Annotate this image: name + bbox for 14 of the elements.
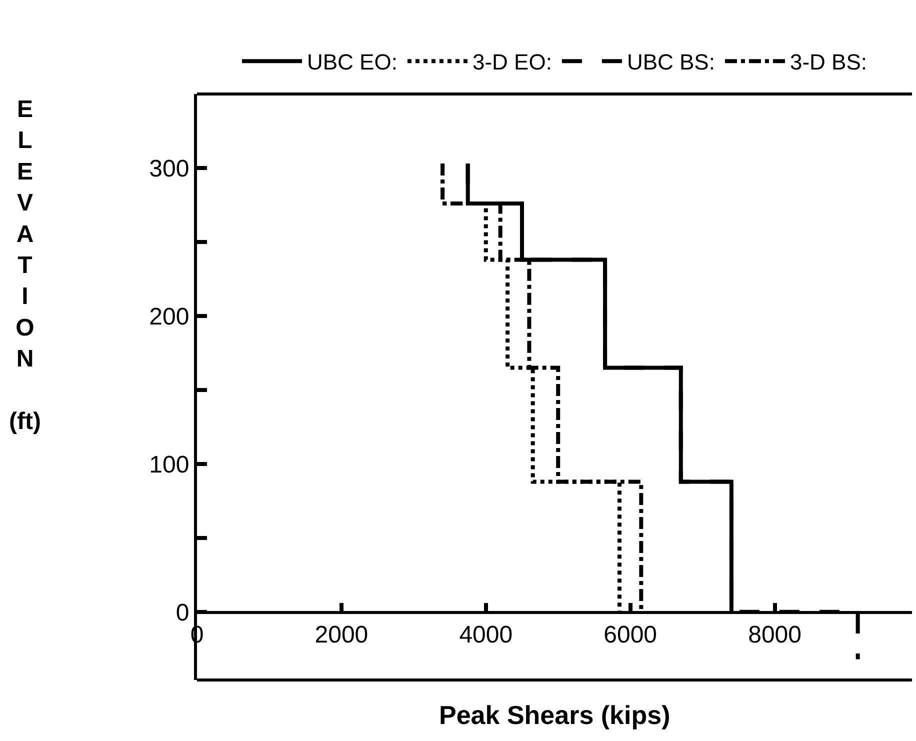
x-tick-label: 2000: [314, 622, 368, 649]
legend-label: UBC BS:: [626, 50, 715, 75]
x-axis-title: Peak Shears (kips): [439, 700, 670, 730]
y-tick-label: 100: [149, 451, 190, 478]
x-tick-label: 4000: [459, 622, 513, 649]
legend-label: 3-D EO:: [472, 50, 552, 75]
y-tick-label: 300: [149, 155, 190, 182]
text: ELEVATION (ft): [9, 96, 41, 435]
legend-label: UBC EO:: [307, 50, 398, 75]
y-tick-label: 200: [149, 303, 190, 330]
x-tick-label: 6000: [604, 622, 658, 649]
x-tick-label: 8000: [748, 622, 802, 649]
y-tick-label: 0: [176, 599, 190, 626]
legend-label: 3-D BS:: [790, 50, 867, 75]
